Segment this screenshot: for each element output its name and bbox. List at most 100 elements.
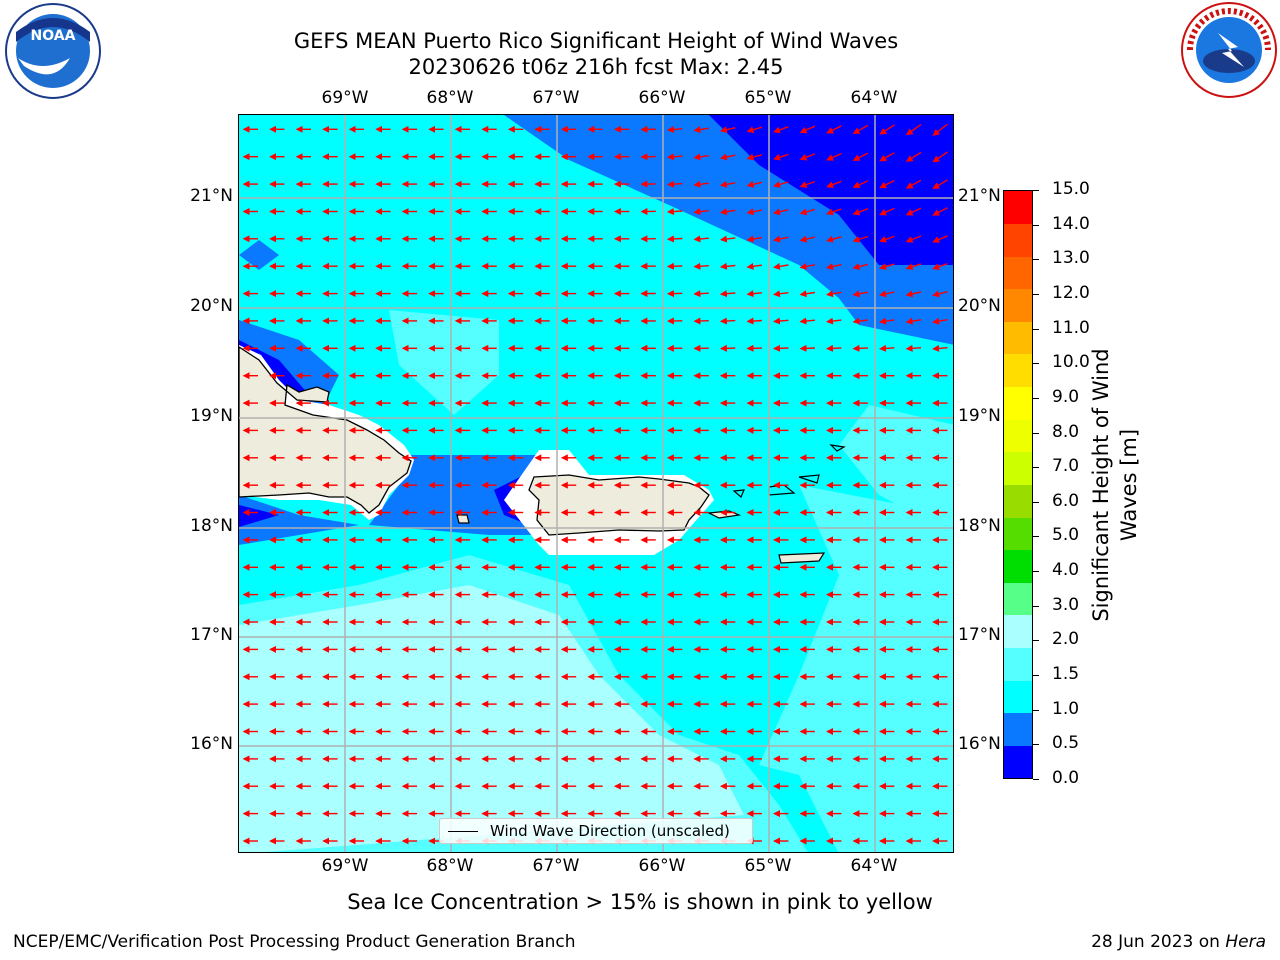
- colorbar-tick-mark: [1033, 779, 1039, 780]
- wind-wave-arrow: [799, 180, 816, 188]
- island-culebra: [732, 489, 745, 498]
- lon-label-bottom-64w: 64°W: [850, 856, 898, 876]
- land-puerto-rico: [528, 474, 710, 536]
- lat-label-right-18n: 18°N: [958, 516, 1001, 536]
- colorbar-tick-label: 4.0: [1052, 560, 1080, 580]
- wind-wave-arrow: [852, 317, 868, 325]
- wind-wave-arrow: [852, 152, 869, 161]
- island-virgin-2: [798, 474, 820, 484]
- sea-ice-note: Sea Ice Concentration > 15% is shown in …: [347, 890, 933, 914]
- colorbar-tick-label: 5.0: [1052, 525, 1080, 545]
- wind-wave-arrow: [719, 262, 736, 270]
- lat-label-right-21n: 21°N: [958, 186, 1001, 206]
- wind-wave-arrow: [932, 290, 948, 298]
- colorbar-label: Significant Height of Wind Waves [m]: [1089, 348, 1141, 622]
- wind-wave-arrow: [905, 151, 922, 162]
- wind-wave-arrow: [666, 208, 683, 216]
- wind-wave-arrow: [719, 235, 736, 243]
- wave-band-1.5-2.0-east: [839, 405, 953, 534]
- wind-wave-arrow: [905, 344, 922, 352]
- wind-wave-arrow: [905, 207, 922, 216]
- lon-label-top-69w: 69°W: [321, 88, 369, 108]
- wave-patch-west: [239, 240, 279, 270]
- lat-label-right-20n: 20°N: [958, 296, 1001, 316]
- colorbar-tick-mark: [1033, 675, 1039, 676]
- lat-label-left-18n: 18°N: [190, 516, 233, 536]
- wind-wave-arrow: [932, 151, 948, 163]
- lat-label-right-17n: 17°N: [958, 625, 1001, 645]
- wind-wave-arrow: [693, 262, 709, 270]
- wind-wave-arrow: [746, 235, 763, 243]
- wind-wave-arrow: [666, 180, 683, 188]
- footer-branch: NCEP/EMC/Verification Post Processing Pr…: [13, 932, 576, 952]
- wind-wave-arrow: [852, 344, 868, 352]
- lat-label-right-19n: 19°N: [958, 406, 1001, 426]
- colorbar-segment: [1004, 680, 1032, 714]
- wind-wave-arrow: [719, 208, 736, 216]
- wind-wave-arrow: [693, 153, 709, 161]
- wind-wave-arrow: [905, 179, 922, 189]
- colorbar-segment: [1004, 745, 1032, 779]
- wind-wave-arrow: [879, 290, 895, 298]
- lat-label-left-19n: 19°N: [190, 406, 233, 426]
- wind-wave-arrow: [719, 290, 736, 298]
- colorbar-segment: [1004, 712, 1032, 746]
- wind-wave-arrow: [799, 235, 816, 243]
- wind-wave-arrow: [799, 125, 816, 134]
- wind-wave-arrow: [773, 153, 789, 161]
- colorbar-segment: [1004, 614, 1032, 648]
- colorbar-tick-mark: [1033, 710, 1039, 711]
- wind-wave-arrow: [852, 263, 869, 270]
- island-mona: [456, 514, 470, 524]
- wind-wave-arrow: [719, 317, 736, 325]
- wind-wave-arrow: [879, 207, 895, 216]
- wind-wave-arrow: [666, 153, 683, 161]
- wind-wave-arrow: [773, 290, 789, 298]
- lon-label-top-68w: 68°W: [426, 88, 474, 108]
- colorbar-tick-mark: [1033, 259, 1039, 260]
- colorbar-tick-label: 1.0: [1052, 699, 1080, 719]
- footer-date-text: 28 Jun 2023 on: [1091, 932, 1226, 952]
- wind-wave-arrow: [693, 290, 709, 298]
- noaa-logo: NOAA: [2, 2, 104, 100]
- colorbar-tick-label: 11.0: [1052, 318, 1090, 338]
- colorbar-segment: [1004, 256, 1032, 290]
- wave-band-1.5-2.0-central: [389, 310, 499, 415]
- colorbar-segment: [1004, 484, 1032, 518]
- colorbar-segment: [1004, 517, 1032, 551]
- colorbar-segment: [1004, 386, 1032, 420]
- wind-wave-arrow: [773, 317, 789, 325]
- wind-wave-arrow: [719, 180, 736, 188]
- chart-subtitle: 20230626 t06z 216h fcst Max: 2.45: [408, 55, 784, 79]
- lon-label-bottom-65w: 65°W: [744, 856, 792, 876]
- wind-wave-arrow: [826, 180, 842, 188]
- svg-text:NOAA: NOAA: [31, 28, 76, 44]
- wind-wave-arrow: [719, 126, 736, 134]
- wave-band-1.5-2.0-southeast: [759, 485, 953, 852]
- wind-wave-arrow: [826, 344, 842, 352]
- legend-line-swatch: [448, 831, 478, 832]
- wave-band-0.5-1.0-southwest: [239, 495, 359, 545]
- footer-machine: Hera: [1225, 932, 1266, 952]
- wind-wave-arrow: [852, 124, 869, 134]
- graticule: [239, 115, 953, 852]
- wind-wave-arrow: [852, 208, 869, 216]
- wind-wave-arrow: [773, 262, 789, 270]
- colorbar-tick-label: 6.0: [1052, 491, 1080, 511]
- colorbar-tick-label: 3.0: [1052, 595, 1080, 615]
- colorbar-tick-mark: [1033, 571, 1039, 572]
- wind-wave-arrow: [879, 152, 895, 162]
- wind-wave-arrow: [719, 153, 736, 161]
- wind-wave-arrow: [932, 263, 948, 270]
- map-panel[interactable]: [238, 114, 954, 853]
- colorbar-segment: [1004, 191, 1032, 224]
- colorbar-tick-label: 7.0: [1052, 456, 1080, 476]
- wind-wave-arrow: [693, 317, 709, 325]
- colorbar-tick-mark: [1033, 363, 1039, 364]
- wave-band-0.5-1.0-northeast-strip: [829, 265, 953, 345]
- wind-wave-arrow: [905, 123, 922, 136]
- wind-wave-arrow: [852, 235, 869, 243]
- wind-wave-arrow: [773, 181, 789, 188]
- lat-label-right-16n: 16°N: [958, 734, 1001, 754]
- colorbar-segment: [1004, 288, 1032, 322]
